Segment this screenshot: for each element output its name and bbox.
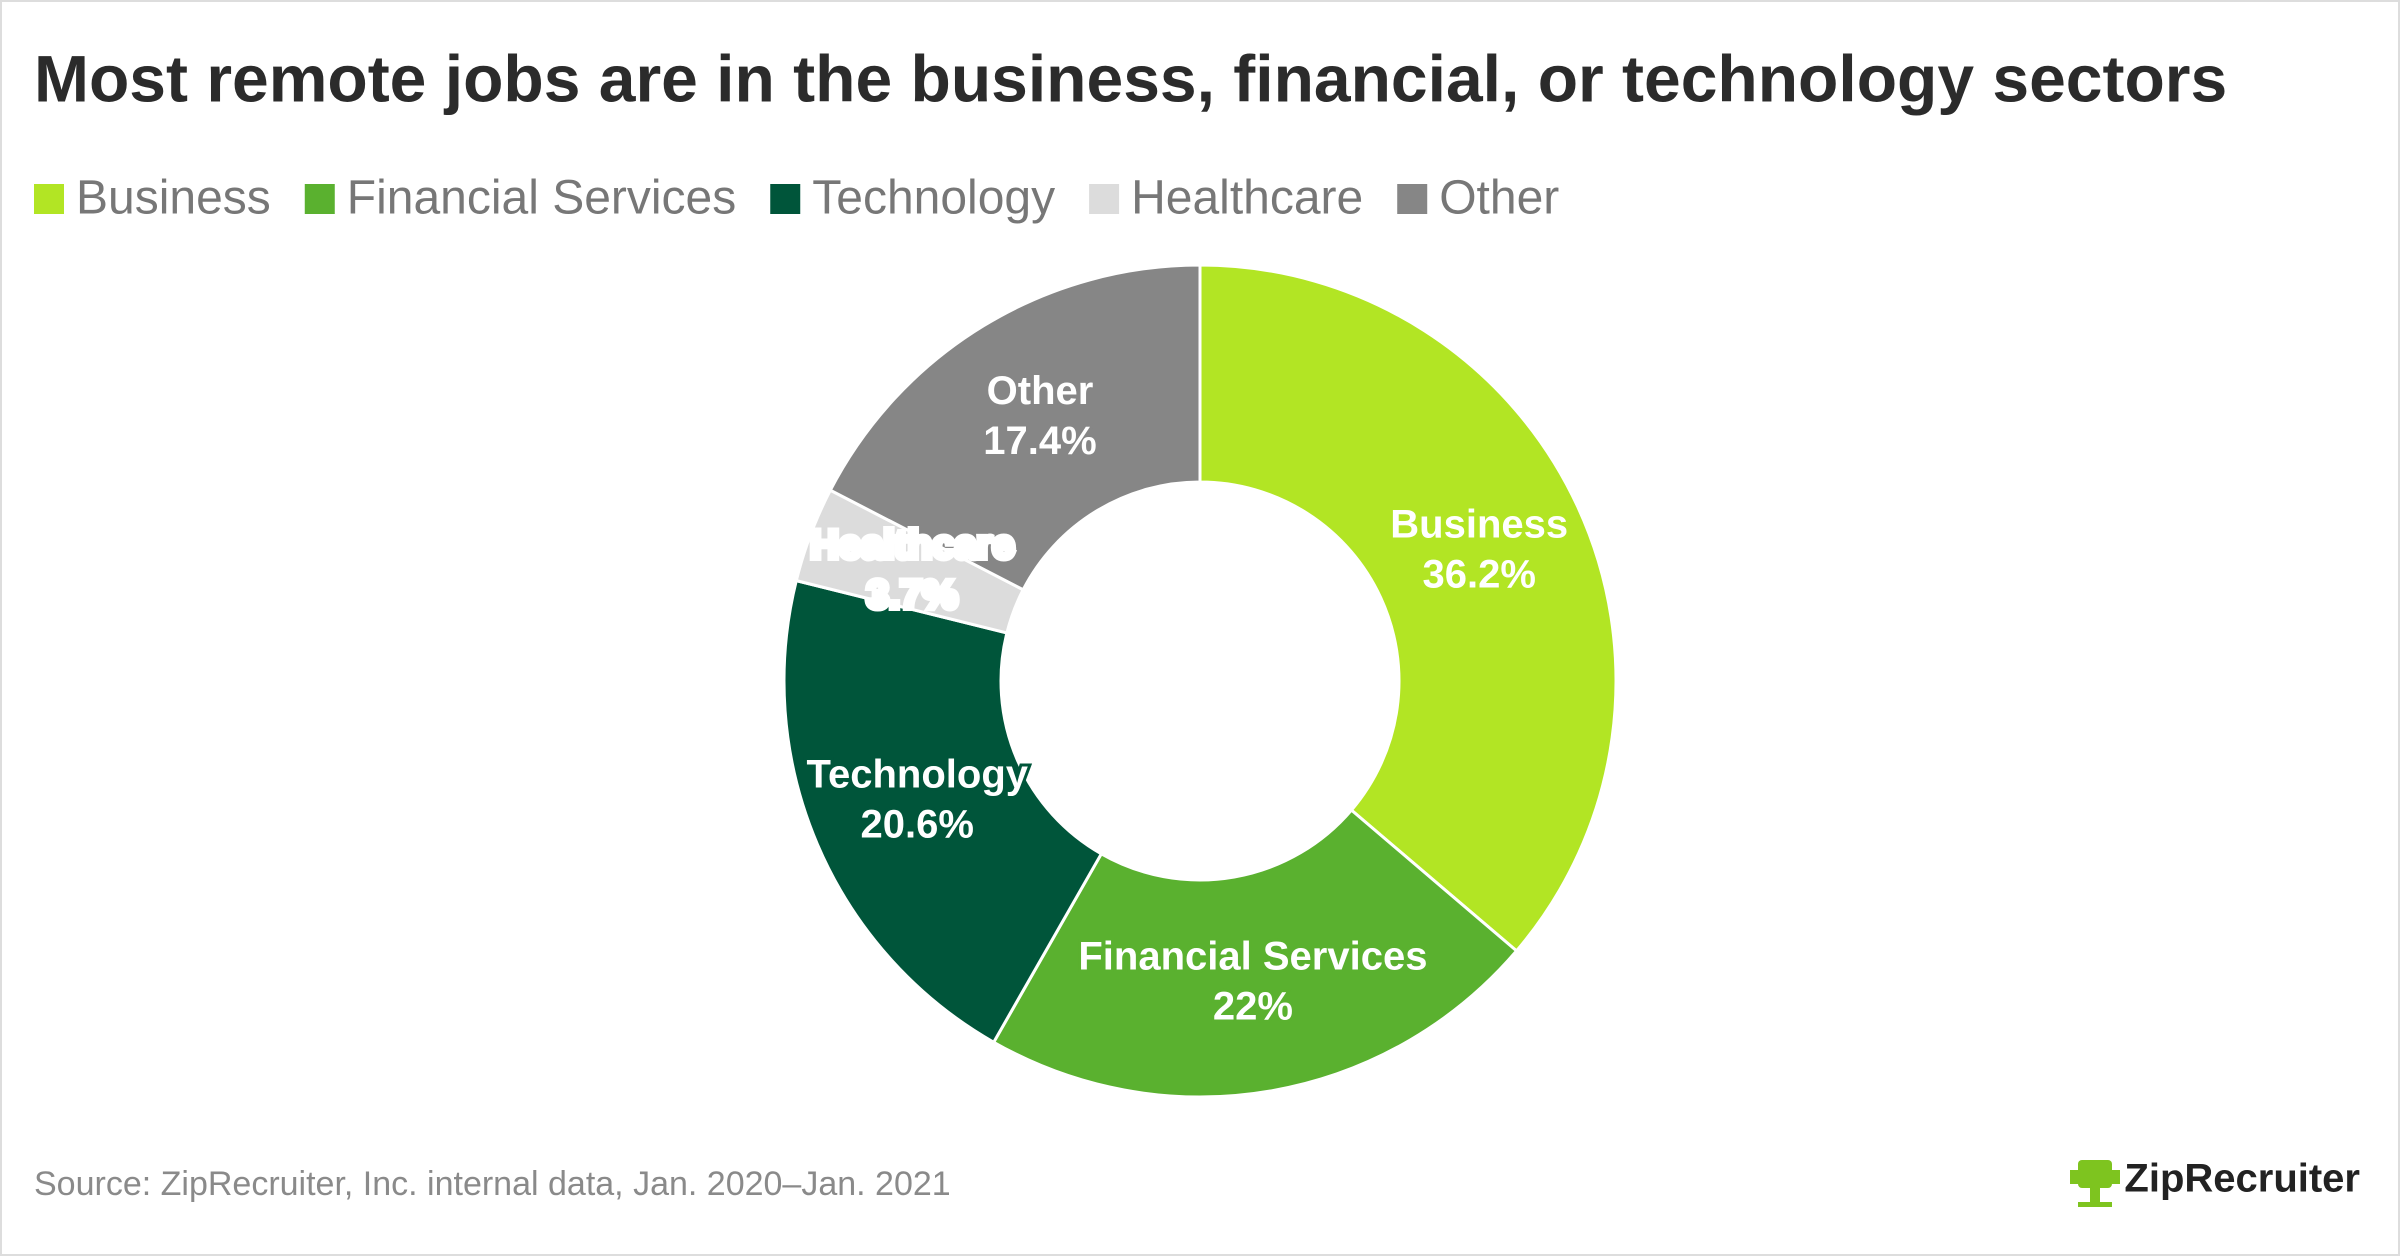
legend-swatch xyxy=(34,184,64,214)
slice xyxy=(782,578,1104,1045)
source: Source: ZipRecruiter, Inc. internal data… xyxy=(34,1165,951,1203)
logo: ZipRecruiter xyxy=(2124,1157,2360,1201)
slice-name: Healthcare xyxy=(810,523,1015,567)
logo-icon xyxy=(2070,1160,2120,1207)
slice-name: Other xyxy=(987,369,1094,413)
chart-title: Most remote jobs are in the business, fi… xyxy=(34,41,2227,115)
slice xyxy=(991,807,1519,1099)
legend-label: Financial Services xyxy=(347,172,736,225)
legend-label: Healthcare xyxy=(1131,172,1363,225)
slice-value: 22% xyxy=(1213,984,1293,1028)
legend-label: Business xyxy=(76,172,271,225)
slice-name: Business xyxy=(1390,503,1568,547)
legend-label: Other xyxy=(1439,172,1559,225)
slice-value: 36.2% xyxy=(1422,553,1535,597)
legend-label: Technology xyxy=(812,172,1055,225)
slice-value: 3.7% xyxy=(867,573,958,617)
legend-swatch xyxy=(770,184,801,214)
slice-name: Technology xyxy=(807,752,1029,796)
legend-swatch xyxy=(1397,184,1428,214)
legend: Business Financial Services Technology Heal… xyxy=(34,172,1559,225)
legend-swatch xyxy=(1089,184,1120,214)
slice-value: 17.4% xyxy=(983,419,1096,463)
slice xyxy=(1198,263,1618,954)
slice-value: 20.6% xyxy=(861,802,974,846)
legend-swatch xyxy=(304,184,335,214)
donut: Business 36.2% Financial Services 22% Techno… xyxy=(782,263,1618,1099)
slice xyxy=(828,263,1202,592)
slice-name: Financial Services xyxy=(1078,934,1427,978)
